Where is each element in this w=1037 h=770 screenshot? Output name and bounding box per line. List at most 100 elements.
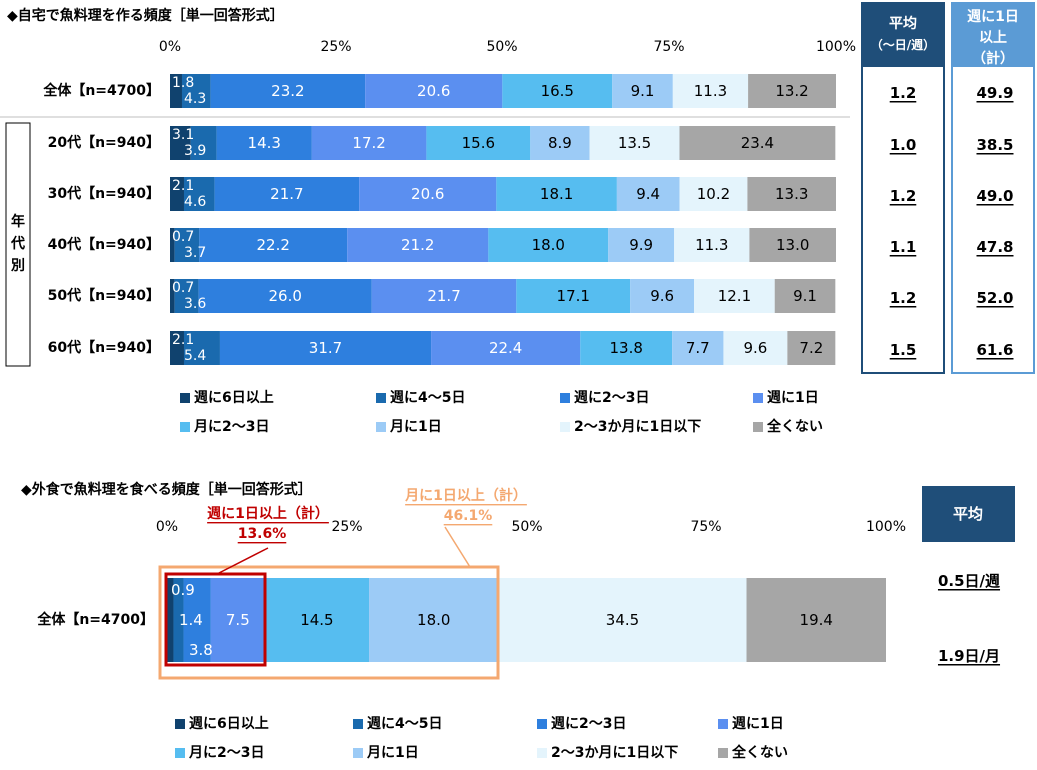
chart1-value-label: 9.6 xyxy=(650,287,674,305)
chart1-bar-segment xyxy=(311,126,427,160)
avg-column-header xyxy=(862,3,944,67)
chart2-bar-segment xyxy=(498,578,747,662)
chart2-legend-swatch xyxy=(175,748,185,758)
chart1-tick-label: 25% xyxy=(320,39,351,55)
chart1-value-label: 21.2 xyxy=(401,236,434,254)
age-group-label: 代 xyxy=(10,235,25,252)
chart2-tick-label: 50% xyxy=(511,519,542,535)
chart1-value-label: 23.4 xyxy=(741,134,774,152)
weekly-total-column-header-text: 以上 xyxy=(979,30,1007,46)
chart1-value-label: 9.4 xyxy=(636,185,660,203)
chart1-bar-segment xyxy=(612,74,673,108)
chart1-category-label: 30代【n=940】 xyxy=(48,185,160,202)
weekly-total-column-header xyxy=(952,3,1034,67)
chart1-legend-label: 週に1日 xyxy=(767,390,819,406)
chart1-value-label: 4.3 xyxy=(184,91,206,107)
chart1-value-label: 23.2 xyxy=(271,82,304,100)
weekly-total-annotation-value: 13.6% xyxy=(238,526,287,542)
chart2-legend-swatch xyxy=(537,719,547,729)
chart1-category-label: 50代【n=940】 xyxy=(48,287,160,304)
chart1-legend-swatch xyxy=(753,422,763,432)
chart1-legend-swatch xyxy=(753,393,763,403)
chart1-legend-swatch xyxy=(180,393,190,403)
avg-column-frame xyxy=(861,2,945,374)
chart2-legend-label: 週に1日 xyxy=(732,716,784,732)
chart1-legend-label: 月に1日 xyxy=(389,419,442,435)
chart1-bar-segment xyxy=(174,228,200,262)
chart1-value-label: 31.7 xyxy=(309,339,342,357)
chart1-value-label: 0.7 xyxy=(172,280,194,296)
chart1-bar-segment xyxy=(679,126,836,160)
chart2-avg-value-monthly: 1.9日/月 xyxy=(938,647,1000,665)
chart1-value-label: 18.1 xyxy=(540,185,573,203)
chart1-legend-label: 週に4～5日 xyxy=(390,390,465,406)
chart2-legend-swatch xyxy=(537,748,547,758)
chart1-bar-segment xyxy=(674,228,750,262)
chart1-value-label: 26.0 xyxy=(269,287,302,305)
chart2-avg-value-weekly: 0.5日/週 xyxy=(938,572,1000,590)
chart1-bar-segment xyxy=(371,279,517,313)
chart1-bar-segment xyxy=(589,126,680,160)
chart1-legend-swatch xyxy=(560,422,570,432)
chart1-value-label: 0.7 xyxy=(172,229,194,245)
chart2-legend-label: 月に2～3日 xyxy=(188,745,264,761)
chart1-value-label: 9.6 xyxy=(743,339,767,357)
chart1-value-label: 13.2 xyxy=(775,82,808,100)
chart1-bar-segment xyxy=(347,228,489,262)
chart1-bar-segment xyxy=(723,331,788,365)
chart2-legend-label: 週に4～5日 xyxy=(367,716,442,732)
chart1-value-label: 5.4 xyxy=(184,348,206,364)
chart1-category-label: 40代【n=940】 xyxy=(48,236,160,253)
chart1-bar-segment xyxy=(749,228,836,262)
chart1-bar-segment xyxy=(170,228,175,262)
chart1-bar-segment xyxy=(365,74,503,108)
chart2-legend-label: 週に2～3日 xyxy=(551,716,626,732)
chart1-legend-swatch xyxy=(376,422,386,432)
chart1-value-label: 12.1 xyxy=(718,287,751,305)
chart1-bar-segment xyxy=(219,331,432,365)
chart2-value-label: 1.4 xyxy=(179,611,203,629)
age-group-bracket xyxy=(5,122,31,367)
chart1-bar-segment xyxy=(679,177,748,211)
weekly-total-leader xyxy=(216,547,269,575)
avg-column-header-text: 平均 xyxy=(889,15,917,32)
chart1-legend-label: 週に6日以上 xyxy=(194,390,274,406)
chart1-bar-segment xyxy=(170,177,184,211)
chart1-tick-label: 75% xyxy=(653,39,684,55)
chart2-value-label: 3.8 xyxy=(189,641,213,659)
chart2-legend-swatch xyxy=(353,719,363,729)
chart1-bar-segment xyxy=(530,126,590,160)
avg-column-value: 1.2 xyxy=(890,289,917,307)
chart1-legend-swatch xyxy=(560,393,570,403)
chart1-legend-swatch xyxy=(180,422,190,432)
chart1-bar-segment xyxy=(174,279,199,313)
chart1-value-label: 13.3 xyxy=(775,185,808,203)
chart2-tick-label: 0% xyxy=(156,519,178,535)
chart1-value-label: 3.7 xyxy=(184,245,206,261)
chart1-value-label: 20.6 xyxy=(417,82,450,100)
chart1-bar-segment xyxy=(516,279,631,313)
avg-column-header-text: （～日/週） xyxy=(871,37,935,52)
chart1-category-label: 60代【n=940】 xyxy=(48,339,160,356)
chart2-bar-segment xyxy=(210,578,265,662)
chart2-legend-swatch xyxy=(175,719,185,729)
chart1-category-label: 全体【n=4700】 xyxy=(42,82,160,99)
chart2-category-label: 全体【n=4700】 xyxy=(36,611,154,628)
chart1-bar-segment xyxy=(426,126,531,160)
chart1-bar-segment xyxy=(496,177,617,211)
chart2-tick-label: 25% xyxy=(331,519,362,535)
chart1-legend-label: 2～3か月に1日以下 xyxy=(574,419,701,435)
chart1-bar-segment xyxy=(608,228,675,262)
chart2-bar-segment xyxy=(369,578,499,662)
chart1-tick-label: 50% xyxy=(486,39,517,55)
avg-column-value: 1.0 xyxy=(890,136,917,154)
chart1-value-label: 8.9 xyxy=(548,134,572,152)
weekly-total-column-value: 61.6 xyxy=(976,341,1013,359)
weekly-total-column-value: 49.9 xyxy=(976,84,1013,102)
chart2-avg-header-text: 平均 xyxy=(953,505,983,523)
chart2-tick-label: 75% xyxy=(690,519,721,535)
chart2-bar-segment xyxy=(264,578,370,662)
chart2-legend-label: 月に1日 xyxy=(366,745,419,761)
chart1-bar-segment xyxy=(630,279,695,313)
age-group-label: 別 xyxy=(10,258,25,274)
